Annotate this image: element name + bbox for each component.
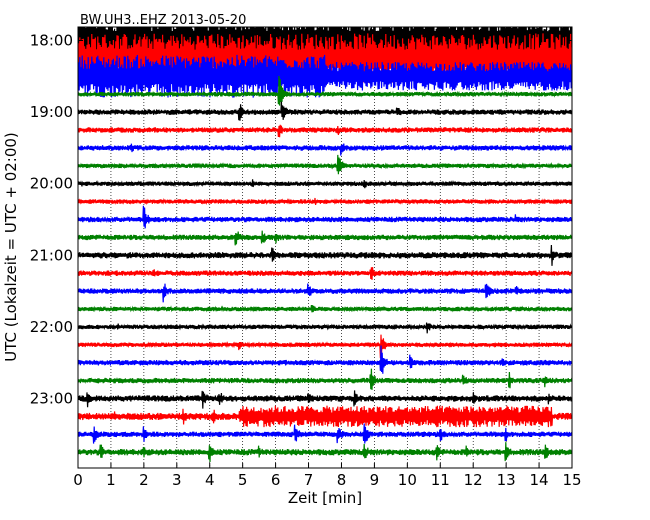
y-tick-label: 21:00 (30, 246, 73, 264)
y-tick-label: 20:00 (30, 175, 73, 193)
x-tick-label: 11 (431, 471, 450, 489)
x-tick-label: 0 (73, 471, 83, 489)
trace-21-45 (78, 305, 572, 313)
trace-23-15 (78, 405, 572, 428)
trace-22-00 (78, 322, 572, 334)
trace-18-30 (78, 54, 572, 98)
trace-19-00 (78, 101, 572, 121)
x-tick-label: 14 (530, 471, 549, 489)
x-tick-label: 9 (370, 471, 380, 489)
x-tick-label: 15 (562, 471, 581, 489)
y-tick-label: 18:00 (30, 32, 73, 50)
chart-title: BW.UH3..EHZ 2013-05-20 (80, 13, 246, 28)
x-tick-label: 13 (497, 471, 516, 489)
trace-23-30 (78, 423, 572, 444)
x-tick-label: 12 (464, 471, 483, 489)
trace-20-30 (78, 205, 572, 229)
trace-22-15 (78, 334, 572, 359)
trace-20-45 (78, 230, 572, 246)
x-tick-label: 7 (304, 471, 314, 489)
trace-22-30 (78, 345, 572, 374)
trace-21-00 (78, 244, 572, 266)
y-axis-label: UTC (Lokalzeit = UTC + 02:00) (2, 132, 20, 362)
plot-frame (77, 26, 573, 469)
trace-19-45 (78, 154, 572, 175)
trace-21-30 (78, 283, 572, 303)
y-tick-label: 19:00 (30, 103, 73, 121)
x-tick-label: 4 (205, 471, 215, 489)
trace-19-15 (78, 124, 572, 138)
x-axis-label: Zeit [min] (288, 489, 362, 507)
x-tick-label: 6 (271, 471, 281, 489)
x-tick-label: 8 (337, 471, 347, 489)
x-tick-label: 1 (106, 471, 116, 489)
trace-23-00 (78, 390, 572, 409)
x-tick-label: 5 (238, 471, 248, 489)
x-tick-label: 10 (398, 471, 417, 489)
trace-20-00 (78, 179, 572, 189)
y-tick-label: 22:00 (30, 318, 73, 336)
trace-22-45 (78, 368, 572, 390)
traces (78, 27, 572, 463)
trace-20-15 (78, 197, 572, 206)
trace-19-30 (78, 143, 572, 156)
trace-23-45 (78, 442, 572, 463)
trace-21-15 (78, 267, 572, 280)
trace-18-45 (78, 75, 572, 106)
x-tick-label: 2 (139, 471, 149, 489)
x-tick-label: 3 (172, 471, 182, 489)
y-tick-label: 23:00 (30, 390, 73, 408)
